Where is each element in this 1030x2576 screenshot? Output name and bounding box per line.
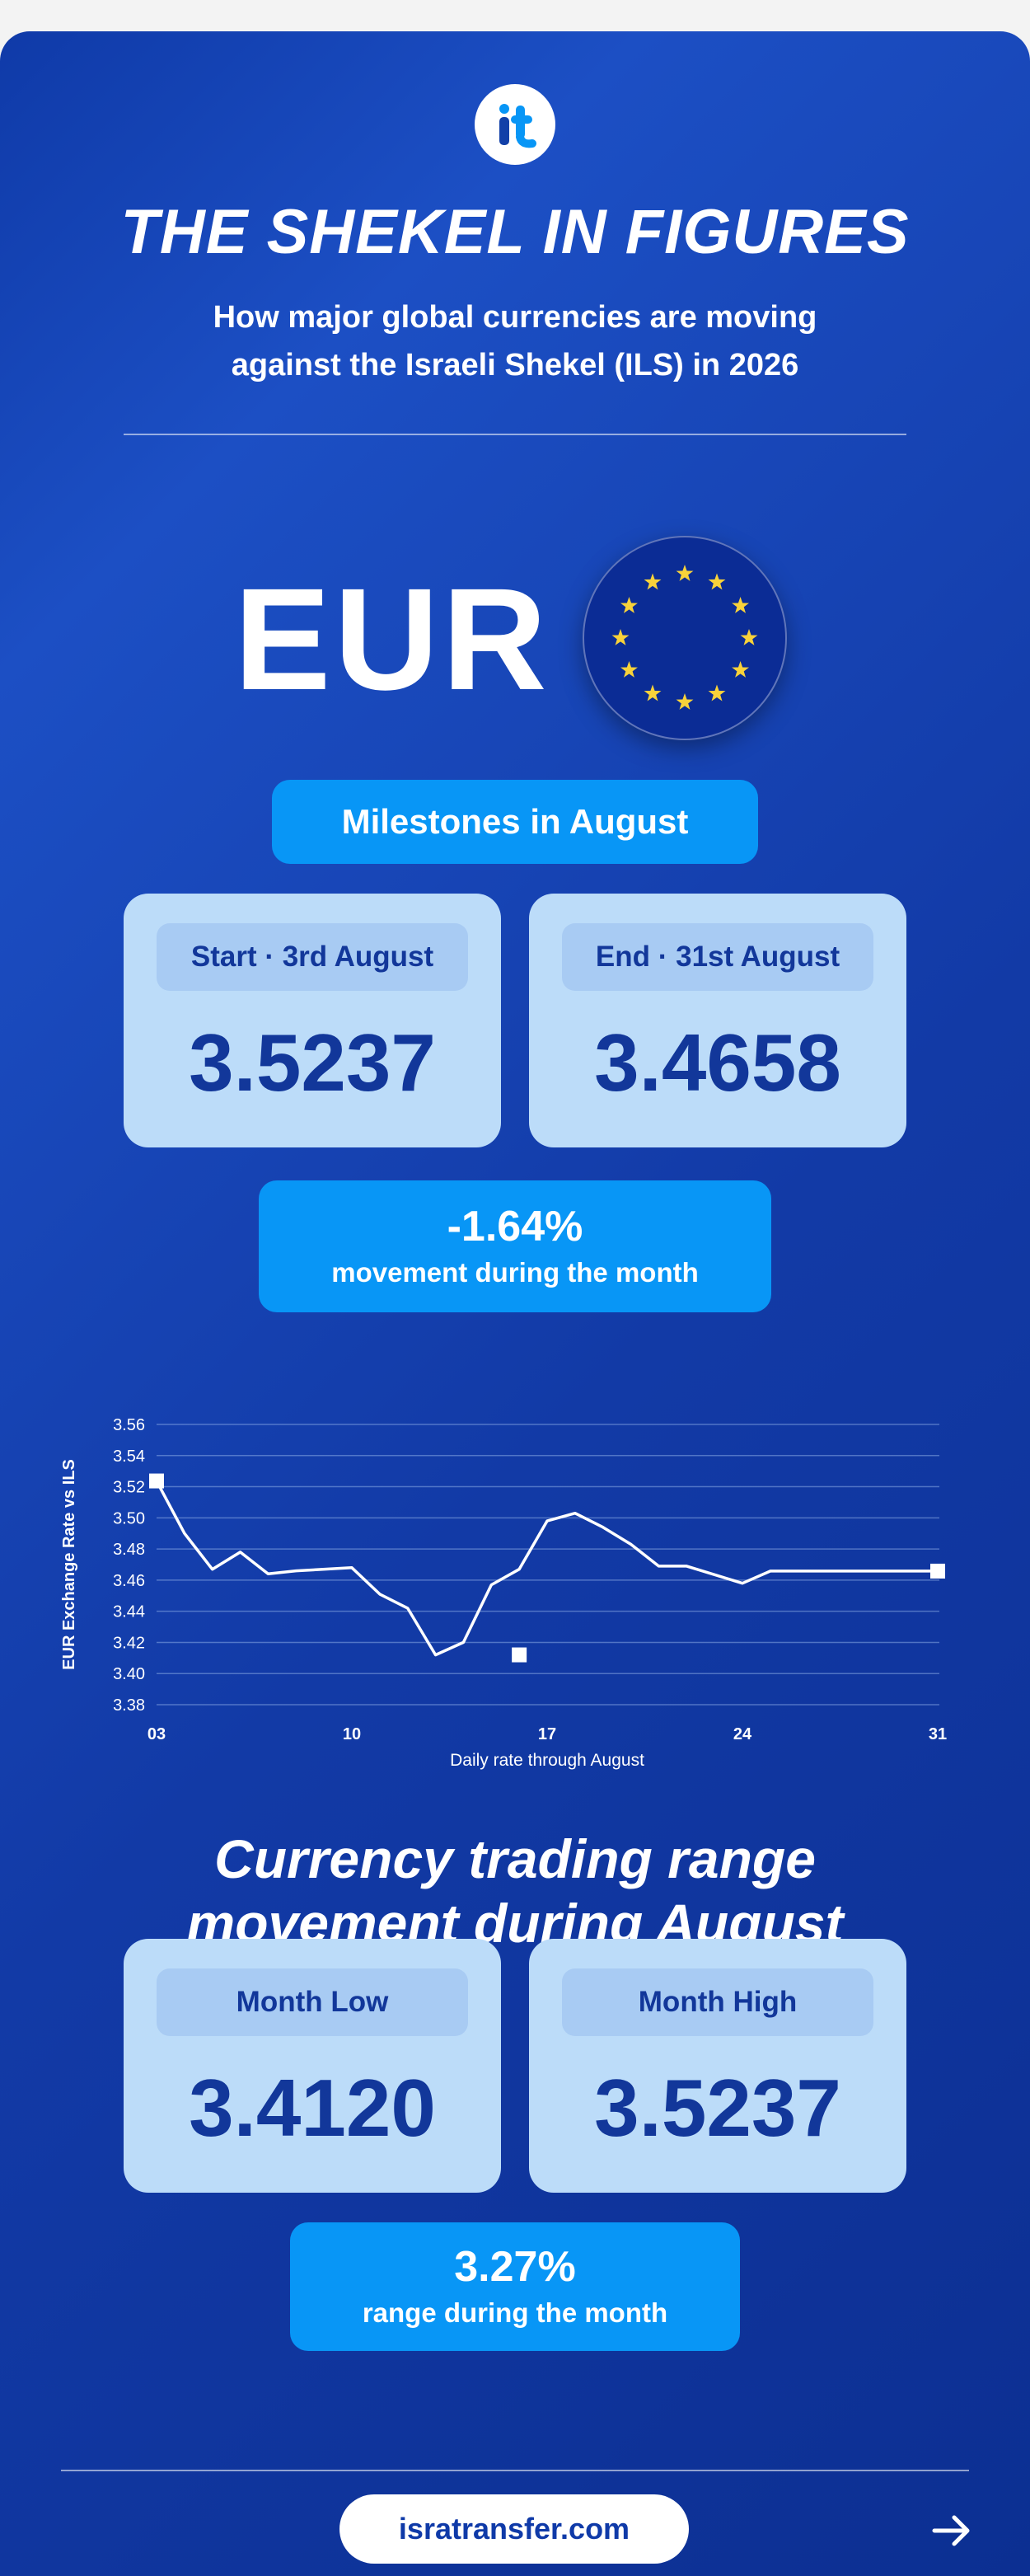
data-point-marker bbox=[149, 1473, 164, 1489]
eu-star bbox=[611, 629, 630, 645]
month-high-value: 3.5237 bbox=[594, 2062, 841, 2153]
eu-star bbox=[732, 661, 750, 678]
eu-star bbox=[708, 684, 726, 701]
eu-flag-icon bbox=[583, 536, 787, 740]
y-tick-label: 3.44 bbox=[113, 1603, 145, 1621]
y-axis-label: EUR Exchange Rate vs ILS bbox=[60, 1459, 78, 1670]
month-high-label: Month High bbox=[562, 1968, 873, 2036]
x-axis-label: Daily rate through August bbox=[450, 1751, 644, 1770]
eu-star bbox=[732, 597, 750, 613]
data-point-marker bbox=[512, 1647, 527, 1663]
month-high-box: Month High 3.5237 bbox=[529, 1939, 906, 2193]
start-value: 3.5237 bbox=[189, 1017, 436, 1108]
range-title: Currency trading range movement during A… bbox=[0, 1827, 1030, 1955]
range-text: range during the month bbox=[362, 2297, 668, 2328]
y-tick-label: 3.56 bbox=[113, 1416, 145, 1434]
subtitle-line-1: How major global currencies are moving bbox=[213, 300, 817, 335]
eu-star bbox=[740, 629, 758, 645]
page-subtitle: How major global currencies are moving a… bbox=[165, 293, 865, 389]
arrow-right-icon[interactable] bbox=[931, 2513, 974, 2549]
movement-badge: -1.64% movement during the month bbox=[259, 1180, 771, 1312]
header-divider bbox=[124, 434, 906, 435]
logo-icon bbox=[499, 104, 536, 148]
subtitle-line-2: against the Israeli Shekel (ILS) in 2026 bbox=[231, 348, 799, 382]
eu-star bbox=[620, 661, 638, 678]
start-label: Start · 3rd August bbox=[157, 923, 468, 991]
x-tick-label: 17 bbox=[538, 1725, 556, 1743]
range-badge: 3.27% range during the month bbox=[290, 2222, 740, 2351]
movement-text: movement during the month bbox=[331, 1257, 699, 1288]
y-tick-label: 3.48 bbox=[113, 1541, 145, 1559]
series-line bbox=[155, 1480, 938, 1657]
eu-star bbox=[676, 565, 694, 581]
end-value: 3.4658 bbox=[594, 1017, 841, 1108]
page-title: THE SHEKEL IN FIGURES bbox=[120, 197, 910, 267]
month-low-box: Month Low 3.4120 bbox=[124, 1939, 501, 2193]
isratransfer-logo bbox=[475, 84, 555, 165]
website-link[interactable]: isratransfer.com bbox=[339, 2494, 689, 2564]
x-tick-label: 03 bbox=[147, 1725, 166, 1743]
eu-star bbox=[708, 573, 726, 590]
month-low-label: Month Low bbox=[157, 1968, 468, 2036]
infographic-card: THE SHEKEL IN FIGURES How major global c… bbox=[0, 31, 1030, 2576]
month-low-value: 3.4120 bbox=[189, 2062, 436, 2153]
eu-star bbox=[644, 573, 662, 590]
movement-value: -1.64% bbox=[447, 1203, 583, 1250]
end-label: End · 31st August bbox=[562, 923, 873, 991]
y-tick-label: 3.42 bbox=[113, 1634, 145, 1652]
x-tick-label: 10 bbox=[343, 1725, 361, 1743]
eu-star bbox=[644, 684, 662, 701]
start-stat-box: Start · 3rd August 3.5237 bbox=[124, 894, 501, 1147]
footer-divider bbox=[61, 2470, 969, 2471]
eu-star bbox=[676, 693, 694, 710]
eu-stars bbox=[611, 565, 758, 710]
x-tick-label: 24 bbox=[733, 1725, 752, 1743]
end-stat-box: End · 31st August 3.4658 bbox=[529, 894, 906, 1147]
y-tick-label: 3.38 bbox=[113, 1696, 145, 1715]
currency-code: EUR bbox=[234, 559, 550, 720]
data-point-marker bbox=[930, 1563, 945, 1579]
y-tick-label: 3.52 bbox=[113, 1479, 145, 1497]
eu-star bbox=[620, 597, 638, 613]
x-tick-label: 31 bbox=[929, 1725, 947, 1743]
range-value: 3.27% bbox=[454, 2243, 576, 2291]
y-tick-label: 3.50 bbox=[113, 1509, 145, 1527]
exchange-rate-chart: 3.56 3.54 3.52 3.50 3.48 3.46 3.44 3.42 3.40 3.38… bbox=[60, 1416, 947, 1770]
milestones-heading: Milestones in August bbox=[272, 780, 758, 864]
y-tick-label: 3.40 bbox=[113, 1665, 145, 1683]
y-tick-label: 3.46 bbox=[113, 1572, 145, 1590]
y-tick-label: 3.54 bbox=[113, 1448, 145, 1466]
range-title-line-1: Currency trading range bbox=[214, 1828, 816, 1889]
